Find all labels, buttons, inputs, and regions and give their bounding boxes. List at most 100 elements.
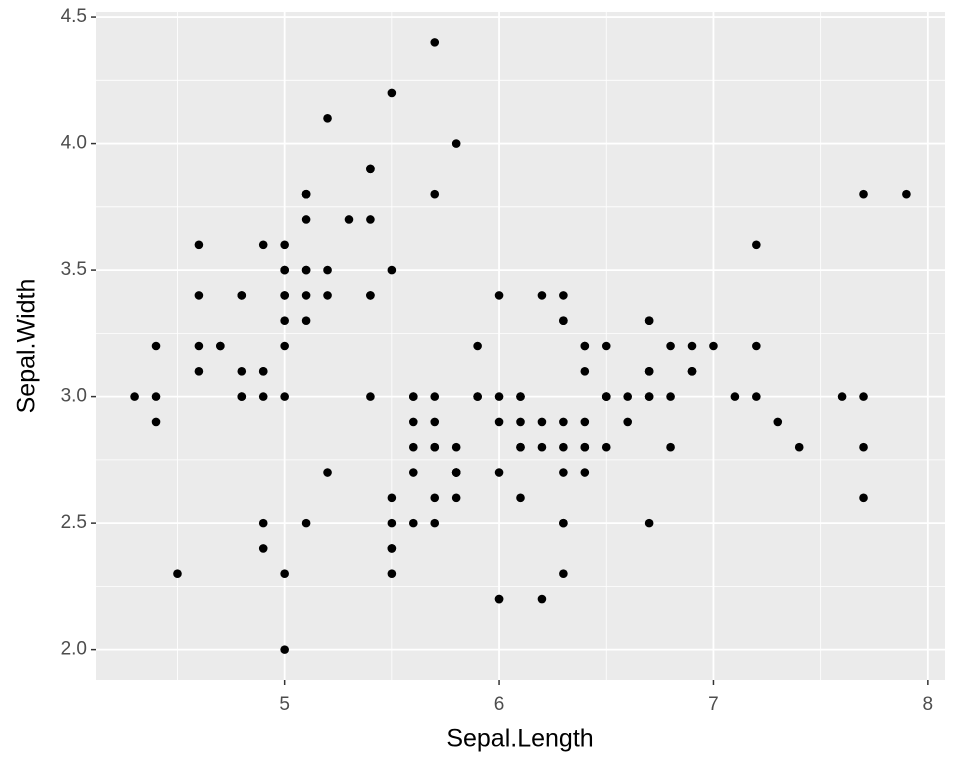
point — [130, 392, 139, 401]
point — [301, 316, 311, 325]
point — [859, 442, 868, 452]
point — [301, 518, 311, 528]
point — [280, 240, 289, 250]
point — [280, 341, 289, 351]
points — [130, 38, 911, 654]
point — [516, 493, 525, 503]
point — [280, 645, 289, 654]
point — [409, 392, 418, 401]
panel — [96, 12, 945, 680]
point — [644, 367, 654, 376]
y-tick-label: 4.0 — [61, 133, 87, 154]
point — [323, 291, 332, 300]
point — [451, 493, 461, 503]
point — [430, 493, 440, 503]
point — [430, 417, 440, 427]
point — [687, 341, 697, 351]
point — [687, 367, 697, 376]
point — [752, 240, 761, 250]
point — [752, 392, 761, 401]
point — [258, 367, 268, 376]
point — [409, 442, 418, 452]
point — [301, 291, 311, 300]
point — [430, 518, 440, 528]
point — [644, 316, 654, 325]
point — [580, 442, 590, 452]
point — [280, 392, 289, 401]
point — [559, 417, 568, 427]
point — [601, 392, 611, 401]
point — [580, 468, 590, 477]
point — [666, 341, 675, 351]
point — [494, 468, 504, 477]
point — [773, 417, 783, 427]
point — [323, 265, 332, 275]
point — [644, 518, 654, 528]
point — [409, 417, 418, 427]
point — [580, 417, 590, 427]
x-tick-label: 8 — [923, 694, 934, 715]
point — [151, 417, 161, 427]
x-tick-label: 7 — [708, 694, 719, 715]
point — [859, 493, 868, 503]
point — [559, 569, 568, 579]
y-tick-label: 2.0 — [61, 639, 87, 660]
point — [837, 392, 847, 401]
point — [323, 113, 332, 123]
point — [730, 392, 740, 401]
point — [666, 392, 675, 401]
point — [623, 392, 632, 401]
point — [473, 392, 482, 401]
point — [451, 468, 461, 477]
point — [559, 442, 568, 452]
point — [559, 468, 568, 477]
x-tick-label: 5 — [279, 694, 290, 715]
point — [366, 392, 375, 401]
point — [387, 544, 397, 553]
y-tick-label: 3.5 — [61, 259, 87, 280]
point — [301, 189, 311, 199]
point — [623, 417, 632, 427]
point — [387, 88, 397, 98]
point — [301, 265, 311, 275]
point — [237, 392, 247, 401]
point — [559, 518, 568, 528]
point — [258, 392, 268, 401]
point — [409, 518, 418, 528]
point — [387, 569, 397, 579]
point — [366, 164, 375, 174]
point — [451, 139, 461, 148]
point — [194, 367, 204, 376]
point — [473, 341, 482, 351]
point — [516, 392, 525, 401]
point — [258, 518, 268, 528]
point — [323, 468, 332, 477]
point — [580, 341, 590, 351]
point — [151, 392, 161, 401]
point — [237, 291, 247, 300]
point — [258, 544, 268, 553]
point — [280, 569, 289, 579]
x-axis-title: Sepal.Length — [446, 725, 593, 753]
point — [537, 442, 547, 452]
point — [537, 417, 547, 427]
point — [794, 442, 804, 452]
point — [559, 291, 568, 300]
point — [494, 417, 504, 427]
point — [601, 442, 611, 452]
point — [280, 265, 289, 275]
point — [516, 442, 525, 452]
y-tick-label: 4.5 — [61, 6, 87, 27]
point — [280, 316, 289, 325]
point — [280, 291, 289, 300]
point — [344, 215, 354, 224]
point — [301, 215, 311, 224]
point — [580, 367, 590, 376]
point — [537, 594, 547, 604]
point — [859, 189, 868, 199]
point — [216, 341, 225, 351]
point — [601, 341, 611, 351]
point — [666, 442, 675, 452]
point — [366, 291, 375, 300]
